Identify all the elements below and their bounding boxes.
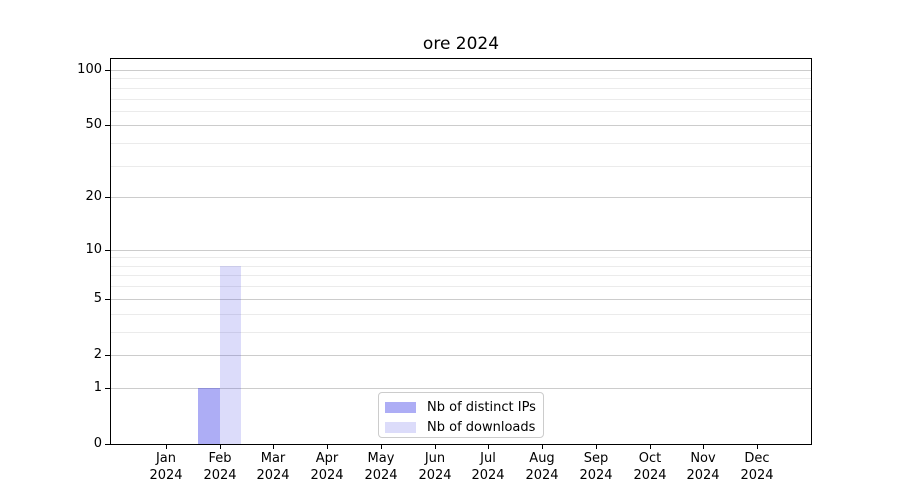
x-tick — [542, 445, 543, 449]
x-tick-label: Apr 2024 — [310, 451, 344, 483]
gridline-minor — [111, 111, 811, 112]
x-tick-label: Feb 2024 — [203, 451, 237, 483]
x-tick-label: Mar 2024 — [256, 451, 290, 483]
plot-area — [110, 58, 812, 445]
legend: Nb of distinct IPs Nb of downloads — [378, 392, 544, 438]
gridline-major — [111, 197, 811, 198]
y-tick-label: 1 — [93, 380, 102, 395]
legend-label-distinct-ips: Nb of distinct IPs — [427, 400, 536, 415]
y-tick-label: 20 — [85, 189, 102, 204]
x-tick — [703, 445, 704, 449]
gridline-major — [111, 355, 811, 356]
x-tick-label: May 2024 — [364, 451, 398, 483]
gridline-minor — [111, 78, 811, 79]
gridline-major — [111, 299, 811, 300]
y-tick — [105, 125, 110, 126]
y-tick-label: 5 — [93, 291, 102, 306]
gridline-minor — [111, 286, 811, 287]
x-tick — [650, 445, 651, 449]
x-tick — [488, 445, 489, 449]
y-tick-label: 2 — [93, 347, 102, 362]
y-tick — [105, 250, 110, 251]
gridline-minor — [111, 266, 811, 267]
x-tick-label: Sep 2024 — [579, 451, 613, 483]
legend-swatch-downloads — [385, 422, 416, 433]
x-tick-label: Nov 2024 — [686, 451, 720, 483]
y-tick — [105, 388, 110, 389]
bar-nb-of-downloads-feb-2024 — [219, 265, 242, 444]
legend-entry-downloads: Nb of downloads — [385, 418, 535, 437]
gridline-major — [111, 388, 811, 389]
x-tick — [381, 445, 382, 449]
gridline-minor — [111, 166, 811, 167]
bar-nb-of-distinct-ips-feb-2024 — [198, 387, 220, 444]
x-tick-label: Dec 2024 — [740, 451, 774, 483]
gridline-minor — [111, 332, 811, 333]
x-tick — [327, 445, 328, 449]
y-tick-label: 0 — [93, 436, 102, 451]
chart-title: ore 2024 — [422, 34, 500, 54]
x-tick-label: Jul 2024 — [471, 451, 505, 483]
y-tick — [105, 70, 110, 71]
y-tick-label: 50 — [85, 117, 102, 132]
x-tick — [220, 445, 221, 449]
y-tick — [105, 355, 110, 356]
legend-swatch-distinct-ips — [385, 402, 416, 413]
legend-label-downloads: Nb of downloads — [427, 420, 536, 435]
x-tick-label: Jun 2024 — [418, 451, 452, 483]
gridline-minor — [111, 275, 811, 276]
y-tick — [105, 299, 110, 300]
gridline-minor — [111, 314, 811, 315]
y-tick — [105, 444, 110, 445]
x-tick-label: Aug 2024 — [525, 451, 559, 483]
x-tick — [757, 445, 758, 449]
x-tick-label: Jan 2024 — [149, 451, 183, 483]
x-tick-label: Oct 2024 — [633, 451, 667, 483]
gridline-major — [111, 125, 811, 126]
x-tick — [435, 445, 436, 449]
y-tick-label: 10 — [85, 242, 102, 257]
gridline-minor — [111, 88, 811, 89]
gridline-minor — [111, 257, 811, 258]
x-tick — [166, 445, 167, 449]
legend-entry-distinct-ips: Nb of distinct IPs — [385, 398, 536, 417]
y-tick — [105, 197, 110, 198]
gridline-major — [111, 70, 811, 71]
y-tick-label: 100 — [77, 62, 102, 77]
x-tick — [596, 445, 597, 449]
gridline-major — [111, 250, 811, 251]
gridline-minor — [111, 99, 811, 100]
x-tick — [273, 445, 274, 449]
gridline-minor — [111, 143, 811, 144]
